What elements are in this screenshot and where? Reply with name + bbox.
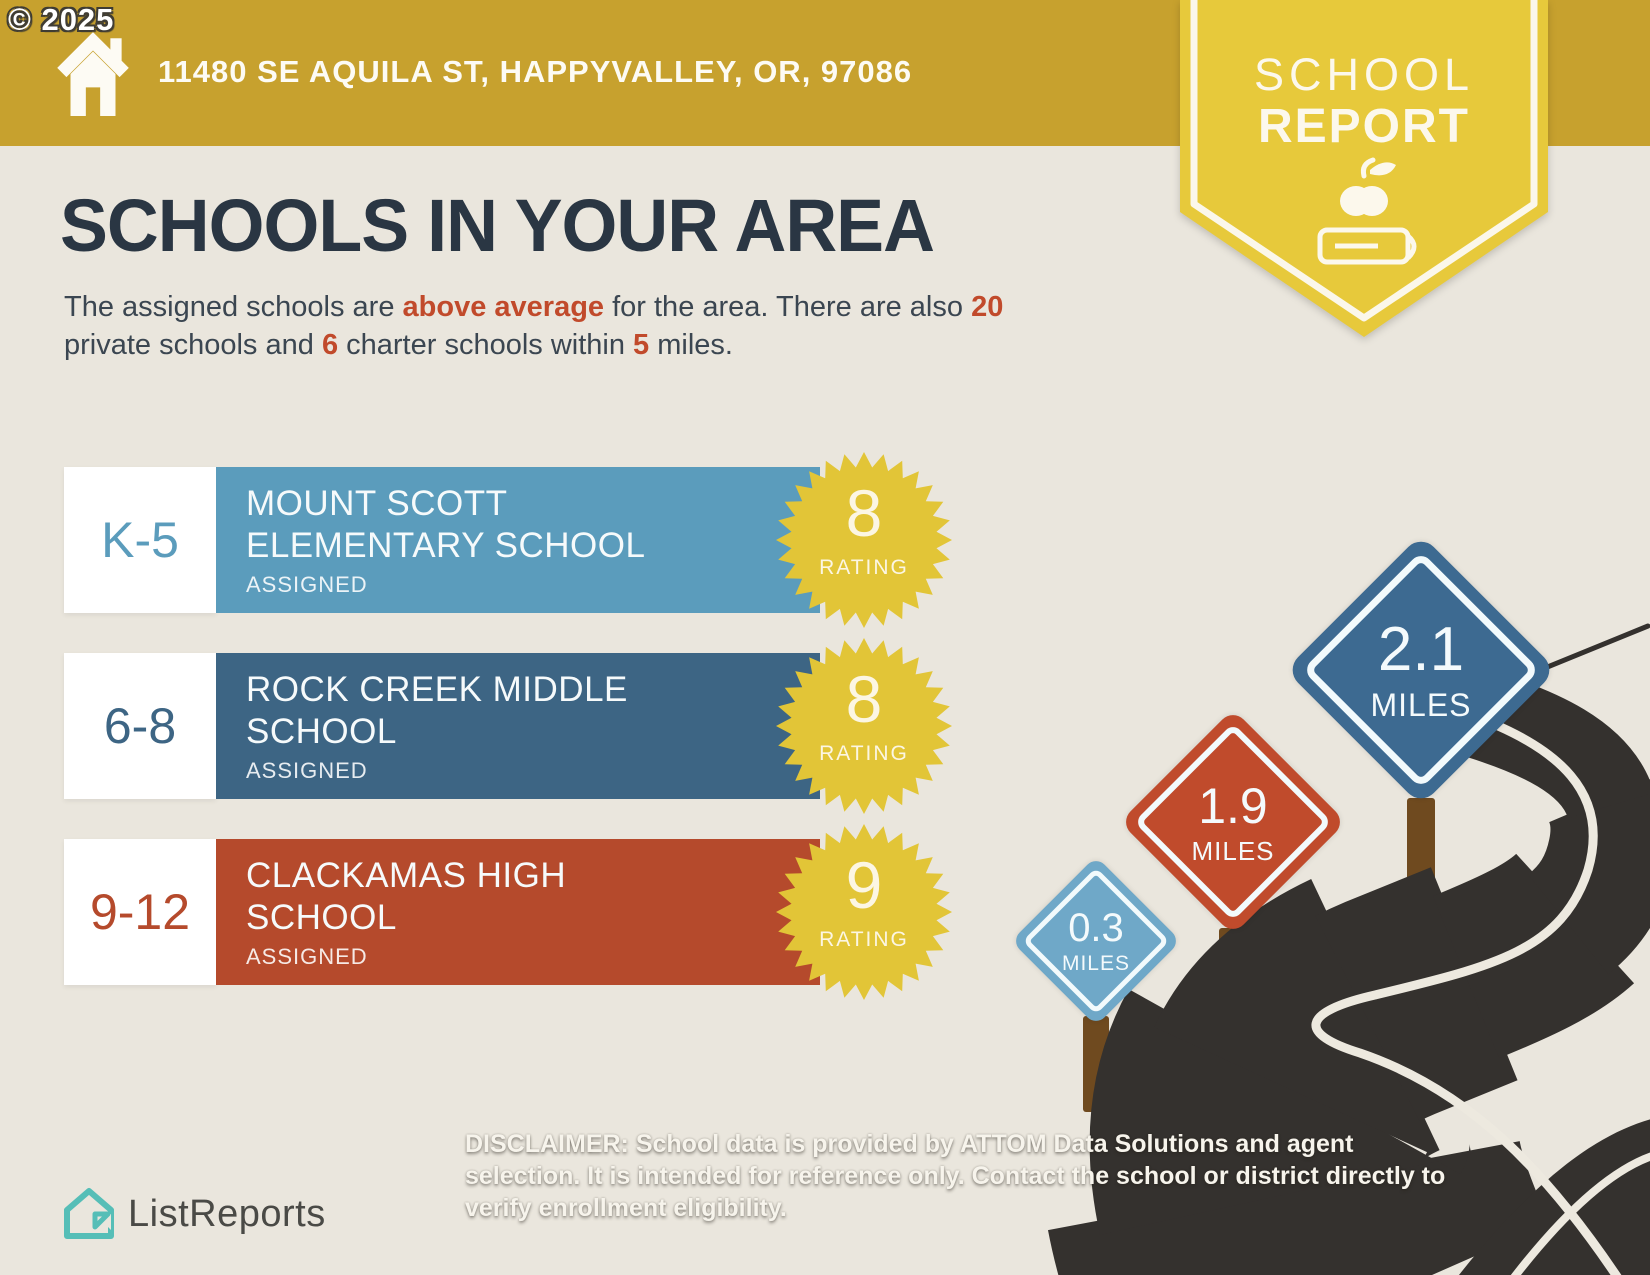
disclaimer-text: DISCLAIMER: School data is provided by A… [465, 1128, 1475, 1224]
sign-face: 2.1 MILES [1285, 534, 1557, 806]
copyright-watermark: © 2025 [8, 2, 115, 37]
road-corner [1459, 1119, 1650, 1275]
school-row-middle: 6-8 ROCK CREEK MIDDLE SCHOOL ASSIGNED 8 … [64, 638, 964, 814]
intro-segment: for the area. There are also [604, 291, 972, 323]
sign-distance: 1.9 [1198, 777, 1268, 834]
sign-face: 1.9 MILES [1119, 708, 1347, 936]
distance-sign-mid: 1.9 MILES [1119, 708, 1347, 936]
school-bar: CLACKAMAS HIGH SCHOOL ASSIGNED [216, 839, 820, 985]
school-status: ASSIGNED [246, 571, 368, 597]
badge-line1: SCHOOL [1254, 49, 1474, 100]
brand-name: ListReports [128, 1192, 326, 1235]
listreports-logo-icon [64, 1188, 114, 1239]
rating-label: RATING [819, 928, 909, 951]
intro-paragraph: The assigned schools are above average f… [64, 288, 1064, 364]
rating-label: RATING [819, 556, 909, 579]
rating-badge: 8 RATING [776, 452, 952, 628]
intro-highlight: 5 [633, 329, 650, 361]
sign-label: 1.9 MILES [1153, 742, 1313, 902]
rating-badge: 9 RATING [776, 824, 952, 1000]
rating-label: RATING [819, 742, 909, 765]
intro-highlight: 6 [321, 329, 339, 361]
school-bar: MOUNT SCOTT ELEMENTARY SCHOOL ASSIGNED [216, 467, 820, 613]
intro-segment: miles. [649, 329, 733, 361]
distance-sign-near: 0.3 MILES [1011, 856, 1181, 1026]
starburst-shape [776, 824, 952, 1000]
apple-on-book-icon [1317, 157, 1417, 265]
badge-line2: REPORT [1258, 100, 1470, 153]
intro-segment: charter schools within [338, 329, 634, 361]
sign-label: 2.1 MILES [1325, 574, 1517, 766]
rating-value: 8 [846, 662, 883, 736]
sign-unit: MILES [1370, 687, 1472, 723]
property-address: 11480 SE AQUILA ST, HAPPYVALLEY, OR, 970… [158, 54, 913, 89]
rating-value: 9 [846, 848, 883, 922]
intro-segment: The assigned schools are [64, 291, 403, 323]
home-icon [57, 32, 129, 116]
school-status: ASSIGNED [246, 757, 368, 783]
page-title: SCHOOLS IN YOUR AREA [60, 184, 935, 267]
school-report-badge: SCHOOL REPORT [1180, 0, 1548, 337]
sign-distance: 0.3 [1068, 906, 1124, 950]
starburst-shape [776, 638, 952, 814]
grade-range: K-5 [64, 467, 216, 613]
rating-badge: 8 RATING [776, 638, 952, 814]
school-status: ASSIGNED [246, 943, 368, 969]
intro-highlight: 20 [971, 291, 1004, 323]
sign-post [1083, 1016, 1109, 1112]
intro-segment: private schools and [64, 329, 322, 361]
sign-post [1407, 798, 1435, 962]
grade-range: 9-12 [64, 839, 216, 985]
school-row-elementary: K-5 MOUNT SCOTT ELEMENTARY SCHOOL ASSIGN… [64, 452, 964, 628]
starburst-shape [776, 452, 952, 628]
sign-label: 0.3 MILES [1036, 881, 1156, 1001]
disclaimer-label: DISCLAIMER: [465, 1130, 629, 1158]
school-name: MOUNT SCOTT ELEMENTARY SCHOOL [246, 483, 646, 565]
distance-sign-far: 2.1 MILES [1285, 534, 1557, 806]
school-row-high: 9-12 CLACKAMAS HIGH SCHOOL ASSIGNED 9 RA… [64, 824, 964, 1000]
rating-value: 8 [846, 476, 883, 550]
sign-post [1219, 928, 1246, 1032]
school-name: CLACKAMAS HIGH SCHOOL [246, 855, 567, 937]
sign-unit: MILES [1191, 835, 1275, 866]
school-bar: ROCK CREEK MIDDLE SCHOOL ASSIGNED [216, 653, 820, 799]
intro-highlight: above average [402, 291, 605, 323]
listreports-brand: ListReports [62, 1186, 326, 1242]
school-name: ROCK CREEK MIDDLE SCHOOL [246, 669, 628, 751]
grade-range: 6-8 [64, 653, 216, 799]
sign-distance: 2.1 [1377, 615, 1465, 684]
road-stripe-corner [1510, 1152, 1650, 1275]
sign-unit: MILES [1061, 952, 1131, 975]
